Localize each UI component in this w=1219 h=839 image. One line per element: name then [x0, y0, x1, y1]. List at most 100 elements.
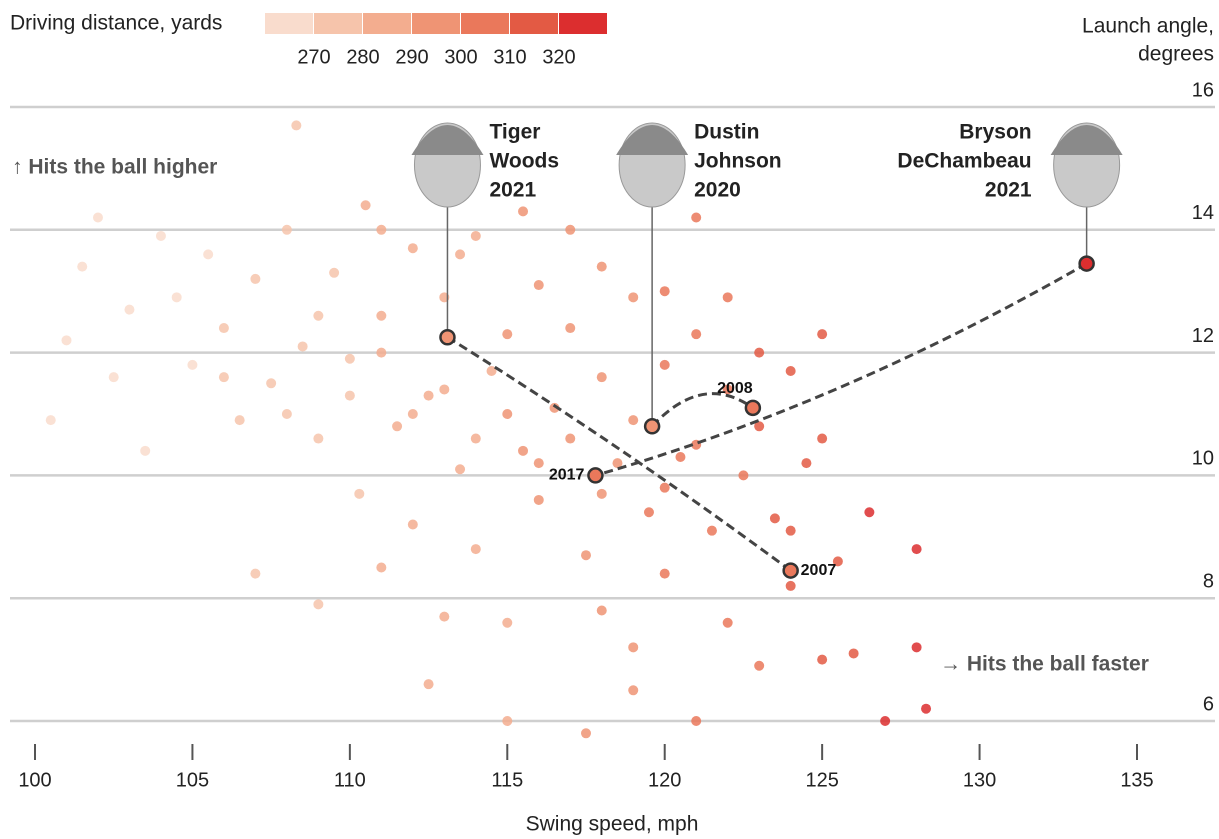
data-point	[817, 654, 828, 665]
y-tick-label: 16	[1192, 79, 1214, 101]
data-point	[864, 507, 875, 518]
data-point	[659, 568, 670, 579]
legend-tick-label: 310	[493, 46, 526, 68]
data-point	[376, 562, 387, 573]
y-tick-label: 10	[1192, 448, 1214, 470]
data-point	[533, 458, 544, 469]
data-point	[470, 433, 481, 444]
data-point	[911, 642, 922, 653]
y-tick-label: 14	[1192, 202, 1214, 224]
data-point	[407, 519, 418, 530]
data-point	[360, 200, 371, 211]
data-point	[549, 402, 560, 413]
data-point	[581, 550, 591, 561]
data-point	[266, 378, 277, 389]
data-point	[297, 341, 308, 352]
data-point	[533, 494, 544, 505]
player-label: 2021	[985, 179, 1032, 202]
player-label: Dustin	[694, 121, 759, 144]
data-point	[533, 280, 544, 291]
legend-tick-label: 290	[395, 46, 428, 68]
data-point	[61, 335, 72, 346]
data-point	[785, 366, 796, 377]
player-label: 2021	[489, 179, 536, 202]
data-point	[344, 353, 355, 364]
cap	[411, 125, 484, 155]
y-axis-label: Launch angle,	[1082, 15, 1214, 38]
data-point	[581, 728, 591, 739]
data-point	[817, 329, 828, 340]
legend-tick-label: 270	[297, 46, 330, 68]
data-point	[140, 445, 151, 456]
data-point	[785, 525, 796, 536]
x-tick-label: 105	[176, 769, 209, 791]
x-tick-label: 135	[1120, 769, 1153, 791]
data-point	[659, 482, 670, 493]
x-tick-label: 125	[805, 769, 838, 791]
player-label: Woods	[489, 150, 559, 173]
data-point	[596, 605, 607, 616]
player-label: Johnson	[694, 150, 782, 173]
data-point	[754, 421, 765, 432]
data-point	[313, 310, 324, 321]
y-tick-label: 8	[1203, 570, 1214, 592]
data-point	[423, 679, 434, 690]
data-point	[502, 409, 513, 419]
legend-tick-label: 300	[444, 46, 477, 68]
highlight-point	[439, 329, 456, 346]
data-point	[313, 599, 324, 610]
data-point	[518, 445, 529, 456]
x-tick-label: 110	[334, 769, 366, 791]
highlight-point	[744, 399, 762, 417]
data-point	[407, 409, 418, 419]
data-point	[643, 507, 654, 518]
data-point	[848, 648, 859, 659]
data-point	[250, 273, 261, 284]
data-point	[628, 685, 639, 696]
legend-swatch	[461, 13, 509, 34]
trajectory	[446, 335, 792, 572]
data-point	[659, 286, 670, 297]
legend-swatch	[510, 13, 558, 34]
legend-swatch	[265, 13, 313, 34]
data-point	[596, 372, 607, 383]
color-title: Driving distance, yards	[10, 12, 222, 35]
data-point	[628, 292, 639, 303]
highlight-point	[643, 418, 661, 435]
data-point	[187, 359, 198, 370]
data-point	[77, 261, 88, 272]
data-point	[407, 243, 418, 254]
data-point	[486, 366, 497, 377]
legend-tick-label: 280	[346, 46, 379, 68]
data-point	[281, 224, 292, 235]
data-point	[565, 224, 576, 235]
cap	[1050, 125, 1123, 155]
data-point	[565, 433, 576, 444]
data-point	[502, 617, 513, 628]
data-point	[218, 323, 229, 334]
data-point	[706, 525, 717, 536]
data-point	[470, 230, 481, 241]
data-point	[203, 249, 214, 260]
data-point	[344, 390, 355, 401]
data-point	[470, 544, 481, 555]
data-point	[628, 415, 639, 426]
player-label: DeChambeau	[897, 150, 1031, 173]
data-point	[659, 359, 670, 370]
data-point	[455, 464, 466, 475]
data-point	[754, 660, 765, 671]
data-point	[313, 433, 324, 444]
x-axis-label: Swing speed, mph	[526, 813, 699, 836]
data-point	[502, 716, 513, 726]
data-point	[376, 310, 387, 321]
legend-swatch	[363, 13, 411, 34]
legend-tick-label: 320	[542, 46, 575, 68]
data-point	[291, 120, 302, 131]
data-point	[455, 249, 466, 260]
data-point	[722, 384, 733, 395]
y-axis-label: degrees	[1138, 43, 1214, 66]
data-point	[518, 206, 529, 217]
data-point	[502, 329, 513, 340]
highlight-point	[1078, 255, 1095, 272]
